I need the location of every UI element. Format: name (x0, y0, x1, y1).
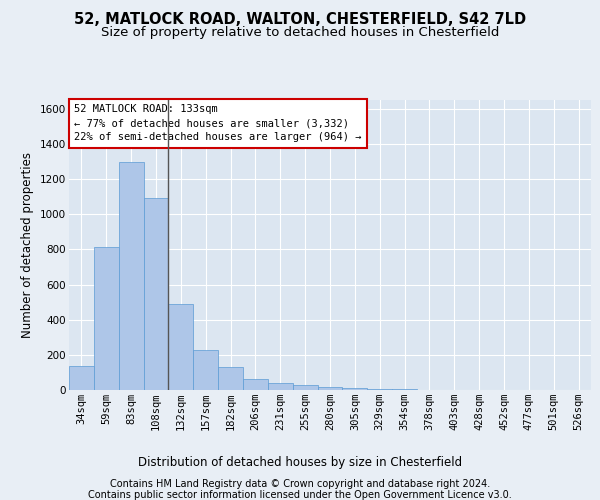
Y-axis label: Number of detached properties: Number of detached properties (22, 152, 34, 338)
Bar (69, 366, 94, 390)
Bar (293, 386, 317, 390)
Bar (169, 304, 193, 390)
Bar (143, 198, 169, 390)
Text: Size of property relative to detached houses in Chesterfield: Size of property relative to detached ho… (101, 26, 499, 39)
Text: Contains HM Land Registry data © Crown copyright and database right 2024.: Contains HM Land Registry data © Crown c… (110, 479, 490, 489)
Bar (243, 378, 268, 390)
Bar (94, 247, 119, 390)
Text: Distribution of detached houses by size in Chesterfield: Distribution of detached houses by size … (138, 456, 462, 469)
Bar (193, 350, 218, 390)
Bar (218, 367, 243, 390)
Bar (317, 387, 343, 390)
Bar (268, 384, 293, 390)
Text: Contains public sector information licensed under the Open Government Licence v3: Contains public sector information licen… (88, 490, 512, 500)
Bar (119, 162, 143, 390)
Text: 52 MATLOCK ROAD: 133sqm
← 77% of detached houses are smaller (3,332)
22% of semi: 52 MATLOCK ROAD: 133sqm ← 77% of detache… (74, 104, 362, 142)
Bar (367, 389, 392, 390)
Bar (343, 388, 367, 390)
Text: 52, MATLOCK ROAD, WALTON, CHESTERFIELD, S42 7LD: 52, MATLOCK ROAD, WALTON, CHESTERFIELD, … (74, 12, 526, 28)
